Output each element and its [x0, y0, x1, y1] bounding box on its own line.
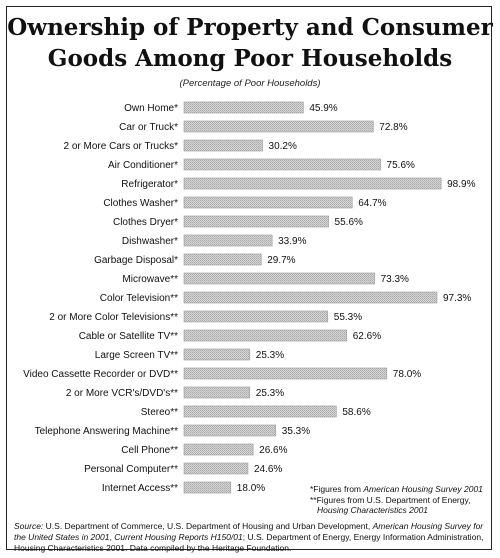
value-label: 33.9% — [278, 236, 306, 247]
bar — [183, 443, 254, 456]
value-label: 24.6% — [254, 464, 282, 475]
value-label: 25.3% — [256, 388, 284, 399]
category-label: Cable or Satellite TV** — [79, 331, 178, 342]
bar — [183, 405, 337, 418]
value-label: 58.6% — [342, 407, 370, 418]
value-label: 98.9% — [447, 179, 475, 190]
source-publication-3: Housing Characteristics 2001 — [14, 542, 126, 553]
footnote-1-mark: *Figures from — [310, 484, 364, 494]
value-label: 18.0% — [237, 483, 265, 494]
category-label: Own Home* — [124, 103, 178, 114]
source-label: Source: — [14, 521, 44, 531]
bar — [183, 158, 381, 171]
source-text-4: . Data compiled by the Heritage Foundati… — [125, 542, 292, 553]
category-label: Clothes Washer* — [103, 198, 178, 209]
value-label: 55.3% — [334, 312, 362, 323]
value-label: 75.6% — [387, 160, 415, 171]
value-label: 78.0% — [393, 369, 421, 380]
value-label: 64.7% — [358, 198, 386, 209]
bar — [183, 348, 251, 361]
value-label: 30.2% — [269, 141, 297, 152]
category-label: Air Conditioner* — [108, 160, 178, 171]
bar — [183, 120, 374, 133]
category-label: Internet Access** — [102, 483, 178, 494]
chart-title-line-2: Goods Among Poor Households — [47, 45, 453, 72]
category-label: Refrigerator* — [121, 179, 178, 190]
value-label: 62.6% — [353, 331, 381, 342]
category-label: Telephone Answering Machine** — [35, 426, 179, 437]
bar — [183, 234, 273, 247]
category-label: Microwave** — [122, 274, 178, 285]
source-text-3: ; U.S. Department of Energy, Energy Info… — [242, 531, 484, 542]
source-publication-2: Current Housing Reports H150/01 — [114, 531, 243, 542]
chart-subtitle: (Percentage of Poor Households) — [179, 78, 321, 89]
bar — [183, 177, 442, 190]
category-label: Dishwasher* — [122, 236, 178, 247]
category-label: Personal Computer** — [84, 464, 178, 475]
category-label: Large Screen TV** — [95, 350, 178, 361]
category-label: Car or Truck* — [119, 122, 178, 133]
value-label: 55.6% — [335, 217, 363, 228]
footnote-1-source: American Housing Survey 2001 — [363, 484, 483, 494]
footnotes: *Figures from American Housing Survey 20… — [310, 484, 490, 516]
category-label: Garbage Disposal* — [94, 255, 178, 266]
category-label: Clothes Dryer* — [113, 217, 178, 228]
value-label: 73.3% — [381, 274, 409, 285]
bar — [183, 196, 353, 209]
chart-title: Ownership of Property and Consumer Goods… — [0, 12, 500, 74]
bar-series: Own Home* 45.9% Car or Truck* 72.8% 2 or Mor… — [23, 101, 476, 494]
footnote-2-source: Housing Characteristics 2001 — [317, 505, 429, 515]
bar — [183, 329, 348, 342]
bar — [183, 367, 388, 380]
bar — [183, 291, 438, 304]
value-label: 45.9% — [309, 103, 337, 114]
bar — [183, 215, 329, 228]
bar — [183, 462, 249, 475]
value-label: 29.7% — [267, 255, 295, 266]
category-label: 2 or More Color Televisions** — [49, 312, 178, 323]
source-text-2: , — [109, 531, 115, 542]
bar — [183, 424, 277, 437]
value-label: 97.3% — [443, 293, 471, 304]
bar — [183, 272, 375, 285]
bar — [183, 310, 329, 323]
category-label: Video Cassette Recorder or DVD** — [23, 369, 178, 380]
category-label: Color Television** — [100, 293, 178, 304]
source-note: Source: U.S. Department of Commerce, U.S… — [14, 521, 488, 553]
category-label: Cell Phone** — [121, 445, 178, 456]
chart-title-line-1: Ownership of Property and Consumer — [7, 14, 493, 41]
value-label: 35.3% — [282, 426, 310, 437]
source-publication-1: American Housing Survey for the United S… — [14, 521, 484, 542]
bar — [183, 139, 263, 152]
footnote-2: **Figures from U.S. Department of Energy… — [310, 494, 471, 505]
source-text-1: U.S. Department of Commerce, U.S. Depart… — [43, 521, 373, 531]
bar — [183, 253, 262, 266]
category-label: 2 or More VCR's/DVD's** — [66, 388, 178, 399]
value-label: 72.8% — [379, 122, 407, 133]
bar — [183, 101, 304, 114]
bar — [183, 386, 251, 399]
value-label: 26.6% — [259, 445, 287, 456]
value-label: 25.3% — [256, 350, 284, 361]
category-label: Stereo** — [141, 407, 178, 418]
category-label: 2 or More Cars or Trucks* — [64, 141, 179, 152]
bar — [183, 481, 232, 494]
